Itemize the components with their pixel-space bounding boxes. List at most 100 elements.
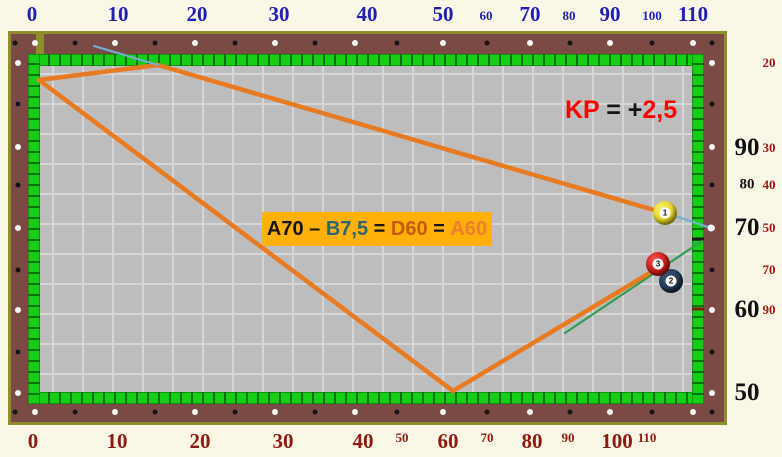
kp-operator: = + <box>599 96 643 124</box>
rail-dot <box>709 101 715 107</box>
rail-dot <box>15 144 21 150</box>
rail-dot <box>709 349 715 355</box>
kp-prefix: KP <box>565 96 600 124</box>
right-inner-scale-label: 90 <box>734 134 760 161</box>
top-scale-label: 40 <box>356 2 378 26</box>
top-scale-label: 110 <box>677 2 709 26</box>
rail-dot <box>312 40 318 46</box>
bottom-scale-label: 70 <box>480 430 494 445</box>
rail-dot <box>440 409 446 415</box>
rail-dot <box>112 409 118 415</box>
formula-part: B7,5 <box>325 217 369 240</box>
rail-dot <box>232 409 238 415</box>
rail-dot <box>312 409 318 415</box>
kp-value: 2,5 <box>642 96 678 124</box>
rail-dot <box>709 182 715 188</box>
top-scale-label: 80 <box>562 8 576 23</box>
cushion-bottom <box>28 392 704 404</box>
rail-dot <box>709 40 715 46</box>
rail-dot <box>152 409 158 415</box>
ball-3: 3 <box>646 252 670 276</box>
rail-dot <box>12 409 18 415</box>
rail-dot <box>607 40 613 46</box>
rail-dot <box>15 60 21 66</box>
rail-dot <box>352 40 358 46</box>
rail-dot <box>32 40 38 46</box>
cushion-left <box>28 54 40 404</box>
rail-dot <box>649 40 655 46</box>
rail-dot <box>527 40 533 46</box>
bottom-scale-label: 110 <box>637 430 657 445</box>
right-outer-scale-label: 70 <box>762 262 776 277</box>
bottom-scale-label: 100 <box>601 429 633 453</box>
bottom-scale-label: 80 <box>521 429 543 453</box>
rail-dot <box>709 60 715 66</box>
formula-part: – <box>303 217 326 240</box>
rail-dot <box>15 225 21 231</box>
rail-dot <box>484 409 490 415</box>
rail-dot <box>607 409 613 415</box>
ball-1: 1 <box>653 201 677 225</box>
ball-number: 3 <box>652 258 664 270</box>
rail-dot <box>690 409 696 415</box>
rail-dot <box>567 409 573 415</box>
rail-dot <box>152 40 158 46</box>
formula-part: A70 <box>266 217 304 240</box>
correction-factor-label: KP = +2,5 <box>565 96 677 125</box>
system-formula-box: A70 – B7,5 = D60 = A60 <box>262 212 492 246</box>
top-scale-label: 60 <box>479 8 493 23</box>
rail-dot <box>709 409 715 415</box>
rail-dot <box>112 40 118 46</box>
rail-dot <box>15 267 21 273</box>
bottom-scale-label: 40 <box>352 429 374 453</box>
ball-number: 2 <box>665 275 677 287</box>
rail-dot <box>709 144 715 150</box>
top-scale-label: 0 <box>26 2 38 26</box>
bottom-scale-label: 50 <box>395 430 409 445</box>
right-inner-scale-label: 60 <box>734 296 760 323</box>
rail-dot <box>15 390 21 396</box>
top-scale-label: 20 <box>186 2 208 26</box>
right-outer-scale-label: 50 <box>762 220 776 235</box>
rail-dot <box>709 390 715 396</box>
rail-dot <box>272 409 278 415</box>
bottom-scale-label: 90 <box>561 430 575 445</box>
right-inner-scale-label: 50 <box>734 379 760 406</box>
rail-dot <box>15 182 21 188</box>
right-outer-scale-label: 30 <box>762 140 776 155</box>
rail-dot <box>567 40 573 46</box>
top-scale-label: 10 <box>107 2 129 26</box>
formula-part: = <box>368 217 391 240</box>
rail-dot <box>272 40 278 46</box>
ball-number: 1 <box>659 207 671 219</box>
rail-dot <box>352 409 358 415</box>
rail-dot <box>32 409 38 415</box>
formula-part: = <box>427 217 451 240</box>
ball-2: 2 <box>659 269 683 293</box>
bottom-scale-label: 60 <box>437 429 459 453</box>
right-inner-scale-label: 80 <box>739 176 755 193</box>
cushion-arrival-mark <box>692 307 704 311</box>
bottom-scale-label: 20 <box>189 429 211 453</box>
right-outer-scale-label: 20 <box>762 55 776 70</box>
top-scale-label: 70 <box>519 2 541 26</box>
cushion-top <box>28 54 704 66</box>
rail-dot <box>484 40 490 46</box>
rail-dot <box>709 225 715 231</box>
right-outer-scale-label: 40 <box>762 177 776 192</box>
rail-dot <box>232 40 238 46</box>
rail-joint-mark <box>36 33 44 54</box>
top-scale-label: 50 <box>432 2 454 26</box>
rail-dot <box>690 40 696 46</box>
rail-dot <box>15 101 21 107</box>
rail-dot <box>12 40 18 46</box>
rail-dot <box>15 349 21 355</box>
formula-part: D60 <box>390 217 428 240</box>
top-scale-label: 100 <box>642 8 662 23</box>
rail-dot <box>709 307 715 313</box>
right-inner-scale-label: 70 <box>734 214 760 241</box>
bottom-scale-label: 0 <box>27 429 39 453</box>
rail-dot <box>72 40 78 46</box>
cushion-arrival-mark <box>692 237 704 241</box>
